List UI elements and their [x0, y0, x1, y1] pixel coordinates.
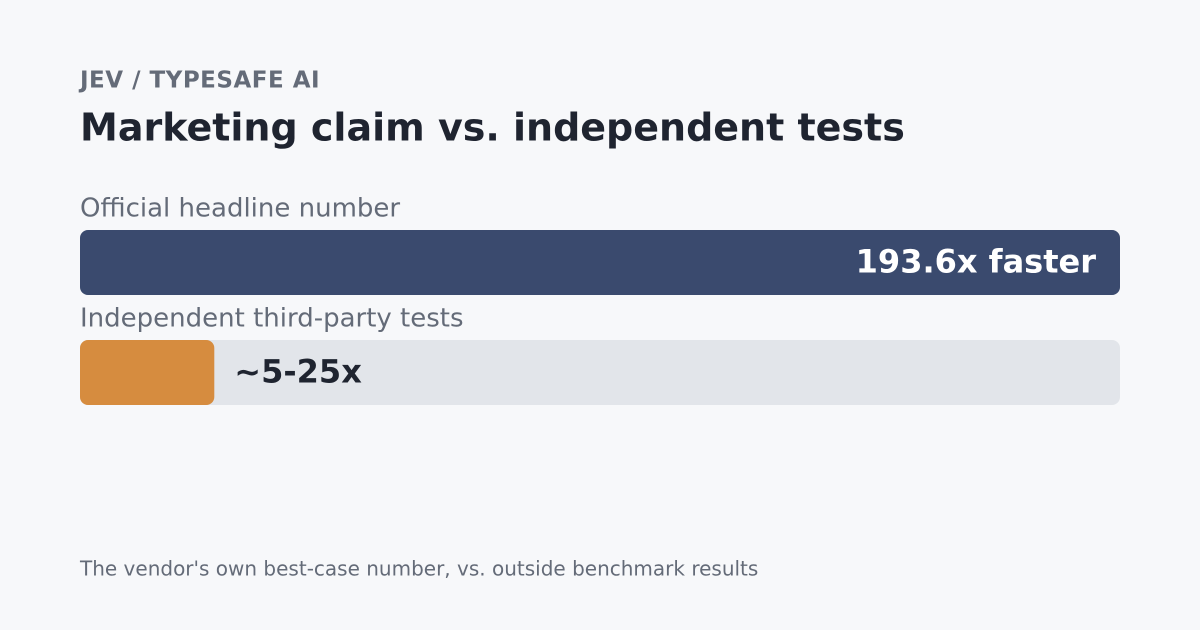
value-label: 193.6x faster — [856, 243, 1097, 281]
category-label: Independent third-party tests — [80, 304, 464, 334]
value-label: ~5-25x — [234, 353, 362, 391]
category-label: Official headline number — [80, 194, 400, 224]
chart-title: Marketing claim vs. independent tests — [80, 106, 905, 150]
caption: The vendor's own best-case number, vs. o… — [79, 557, 758, 581]
kicker: JEV / TYPESAFE AI — [78, 68, 320, 94]
bar — [80, 230, 1120, 295]
bar-track — [80, 340, 1120, 405]
bar — [80, 340, 215, 405]
